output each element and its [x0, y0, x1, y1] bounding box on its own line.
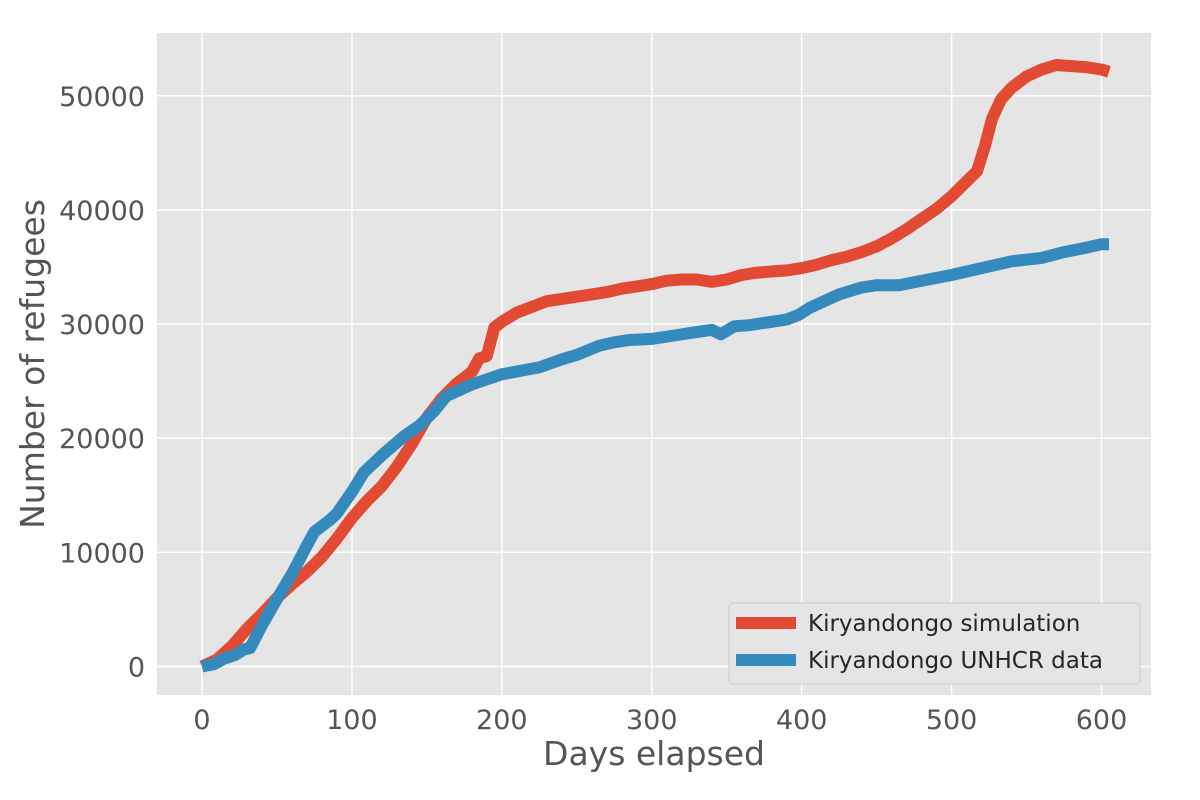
y-tick-label: 20000	[59, 424, 145, 455]
series-lines	[199, 59, 1111, 673]
x-tick-label: 600	[1076, 705, 1128, 736]
legend-box	[728, 602, 1141, 685]
series-line-unhcr	[200, 238, 1109, 673]
legend-label-simulation: Kiryandongo simulation	[808, 611, 1080, 637]
plot-area	[157, 33, 1151, 695]
y-tick-label: 40000	[59, 196, 145, 227]
legend: Kiryandongo simulation Kiryandongo UNHCR…	[728, 602, 1141, 685]
y-tick-label: 30000	[59, 310, 145, 341]
tick-labels: 0 100 200 300 400 500 600 0 10000 20000 30000 40000…	[59, 82, 1127, 736]
y-tick-label: 50000	[59, 82, 145, 113]
y-tick-label: 10000	[59, 538, 145, 569]
x-tick-label: 500	[926, 705, 978, 736]
legend-label-unhcr: Kiryandongo UNHCR data	[808, 648, 1103, 674]
x-tick-label: 300	[626, 705, 678, 736]
x-tick-label: 400	[776, 705, 828, 736]
series-line-simulation	[199, 59, 1111, 672]
x-tick-label: 100	[326, 705, 378, 736]
grid-lines	[157, 33, 1151, 695]
x-axis-label: Days elapsed	[543, 734, 765, 773]
y-axis-label: Number of refugees	[13, 199, 52, 529]
x-tick-label: 0	[193, 705, 210, 736]
x-tick-label: 200	[476, 705, 528, 736]
y-tick-label: 0	[128, 652, 145, 683]
